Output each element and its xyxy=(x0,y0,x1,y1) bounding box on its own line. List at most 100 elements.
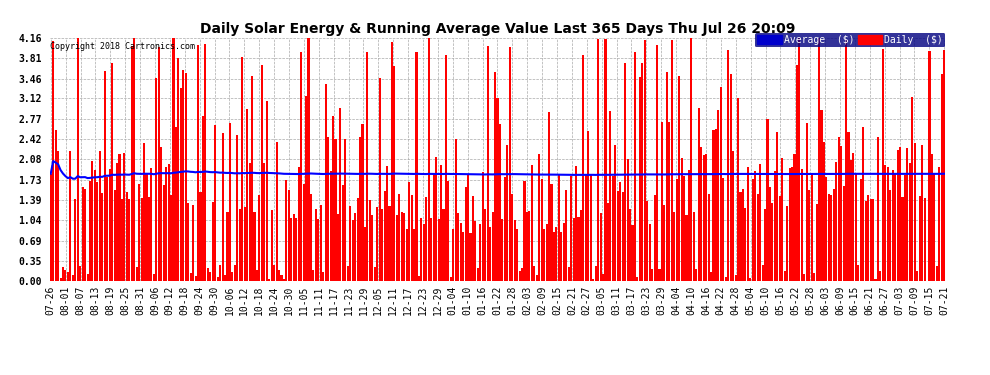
Bar xyxy=(469,233,471,281)
Bar xyxy=(742,189,743,281)
Bar xyxy=(356,198,358,281)
Bar xyxy=(867,195,869,281)
Bar xyxy=(759,164,761,281)
Bar xyxy=(723,178,725,281)
Bar xyxy=(838,137,840,281)
Bar xyxy=(842,186,844,281)
Bar xyxy=(882,49,884,281)
Bar xyxy=(64,270,66,281)
Bar xyxy=(854,174,857,281)
Bar xyxy=(884,165,886,281)
Bar xyxy=(459,223,461,281)
Bar xyxy=(454,139,456,281)
Bar xyxy=(705,154,707,281)
Bar xyxy=(160,147,162,281)
Bar xyxy=(383,191,385,281)
Bar xyxy=(401,212,403,281)
Bar xyxy=(531,165,533,281)
Bar xyxy=(874,279,876,281)
Bar xyxy=(826,177,828,281)
Bar xyxy=(388,206,390,281)
Bar xyxy=(472,196,474,281)
Bar xyxy=(504,177,506,281)
Bar xyxy=(143,142,146,281)
Bar xyxy=(673,212,675,281)
Bar xyxy=(892,170,894,281)
Bar xyxy=(57,151,59,281)
Bar xyxy=(325,84,327,281)
Bar xyxy=(632,225,634,281)
Bar xyxy=(720,87,722,281)
Bar xyxy=(590,174,592,281)
Bar xyxy=(685,215,687,281)
Bar xyxy=(614,145,617,281)
Bar xyxy=(248,163,250,281)
Bar xyxy=(192,206,194,281)
Bar xyxy=(703,155,705,281)
Bar xyxy=(337,214,339,281)
Bar xyxy=(232,272,234,281)
Bar xyxy=(138,184,141,281)
Bar xyxy=(187,202,189,281)
Bar xyxy=(79,266,81,281)
Bar xyxy=(408,182,410,281)
Bar xyxy=(148,197,149,281)
Bar xyxy=(89,181,91,281)
Bar xyxy=(445,55,446,281)
Bar xyxy=(340,108,342,281)
Bar xyxy=(821,110,823,281)
Bar xyxy=(877,137,879,281)
Bar xyxy=(572,218,574,281)
Bar xyxy=(793,154,796,281)
Bar xyxy=(214,125,216,281)
Bar xyxy=(688,170,690,281)
Bar xyxy=(361,124,363,281)
Bar xyxy=(909,163,911,281)
Bar xyxy=(732,151,735,281)
Bar xyxy=(708,194,710,281)
Bar xyxy=(779,196,781,281)
Bar xyxy=(700,147,702,281)
Bar xyxy=(943,50,945,281)
Bar xyxy=(81,187,84,281)
Text: Copyright 2018 Cartronics.com: Copyright 2018 Cartronics.com xyxy=(50,42,195,51)
Bar xyxy=(668,122,670,281)
Bar xyxy=(661,122,663,281)
Bar xyxy=(227,211,229,281)
Bar xyxy=(872,199,874,281)
Bar xyxy=(605,39,607,281)
Bar xyxy=(278,270,280,281)
Bar xyxy=(557,175,560,281)
Bar xyxy=(185,73,187,281)
Bar xyxy=(54,130,56,281)
Bar xyxy=(482,172,484,281)
Bar xyxy=(212,202,214,281)
Bar xyxy=(182,70,184,281)
Bar xyxy=(72,275,74,281)
Bar xyxy=(680,158,683,281)
Bar xyxy=(111,63,113,281)
Bar xyxy=(769,187,771,281)
Bar xyxy=(914,143,916,281)
Bar xyxy=(570,176,572,281)
Bar xyxy=(887,166,889,281)
Bar xyxy=(237,135,239,281)
Bar xyxy=(749,278,751,281)
Bar xyxy=(396,215,398,281)
Bar xyxy=(796,64,798,281)
Bar xyxy=(587,131,589,281)
Bar xyxy=(312,270,315,281)
Bar xyxy=(565,190,567,281)
Bar xyxy=(474,221,476,281)
Bar xyxy=(268,279,270,281)
Bar xyxy=(106,177,108,281)
Bar xyxy=(247,109,248,281)
Bar xyxy=(457,213,459,281)
Bar xyxy=(836,162,838,281)
Bar xyxy=(207,268,209,281)
Bar xyxy=(275,142,277,281)
Bar xyxy=(610,111,612,281)
Bar xyxy=(467,174,469,281)
Bar xyxy=(899,147,901,281)
Bar xyxy=(789,168,791,281)
